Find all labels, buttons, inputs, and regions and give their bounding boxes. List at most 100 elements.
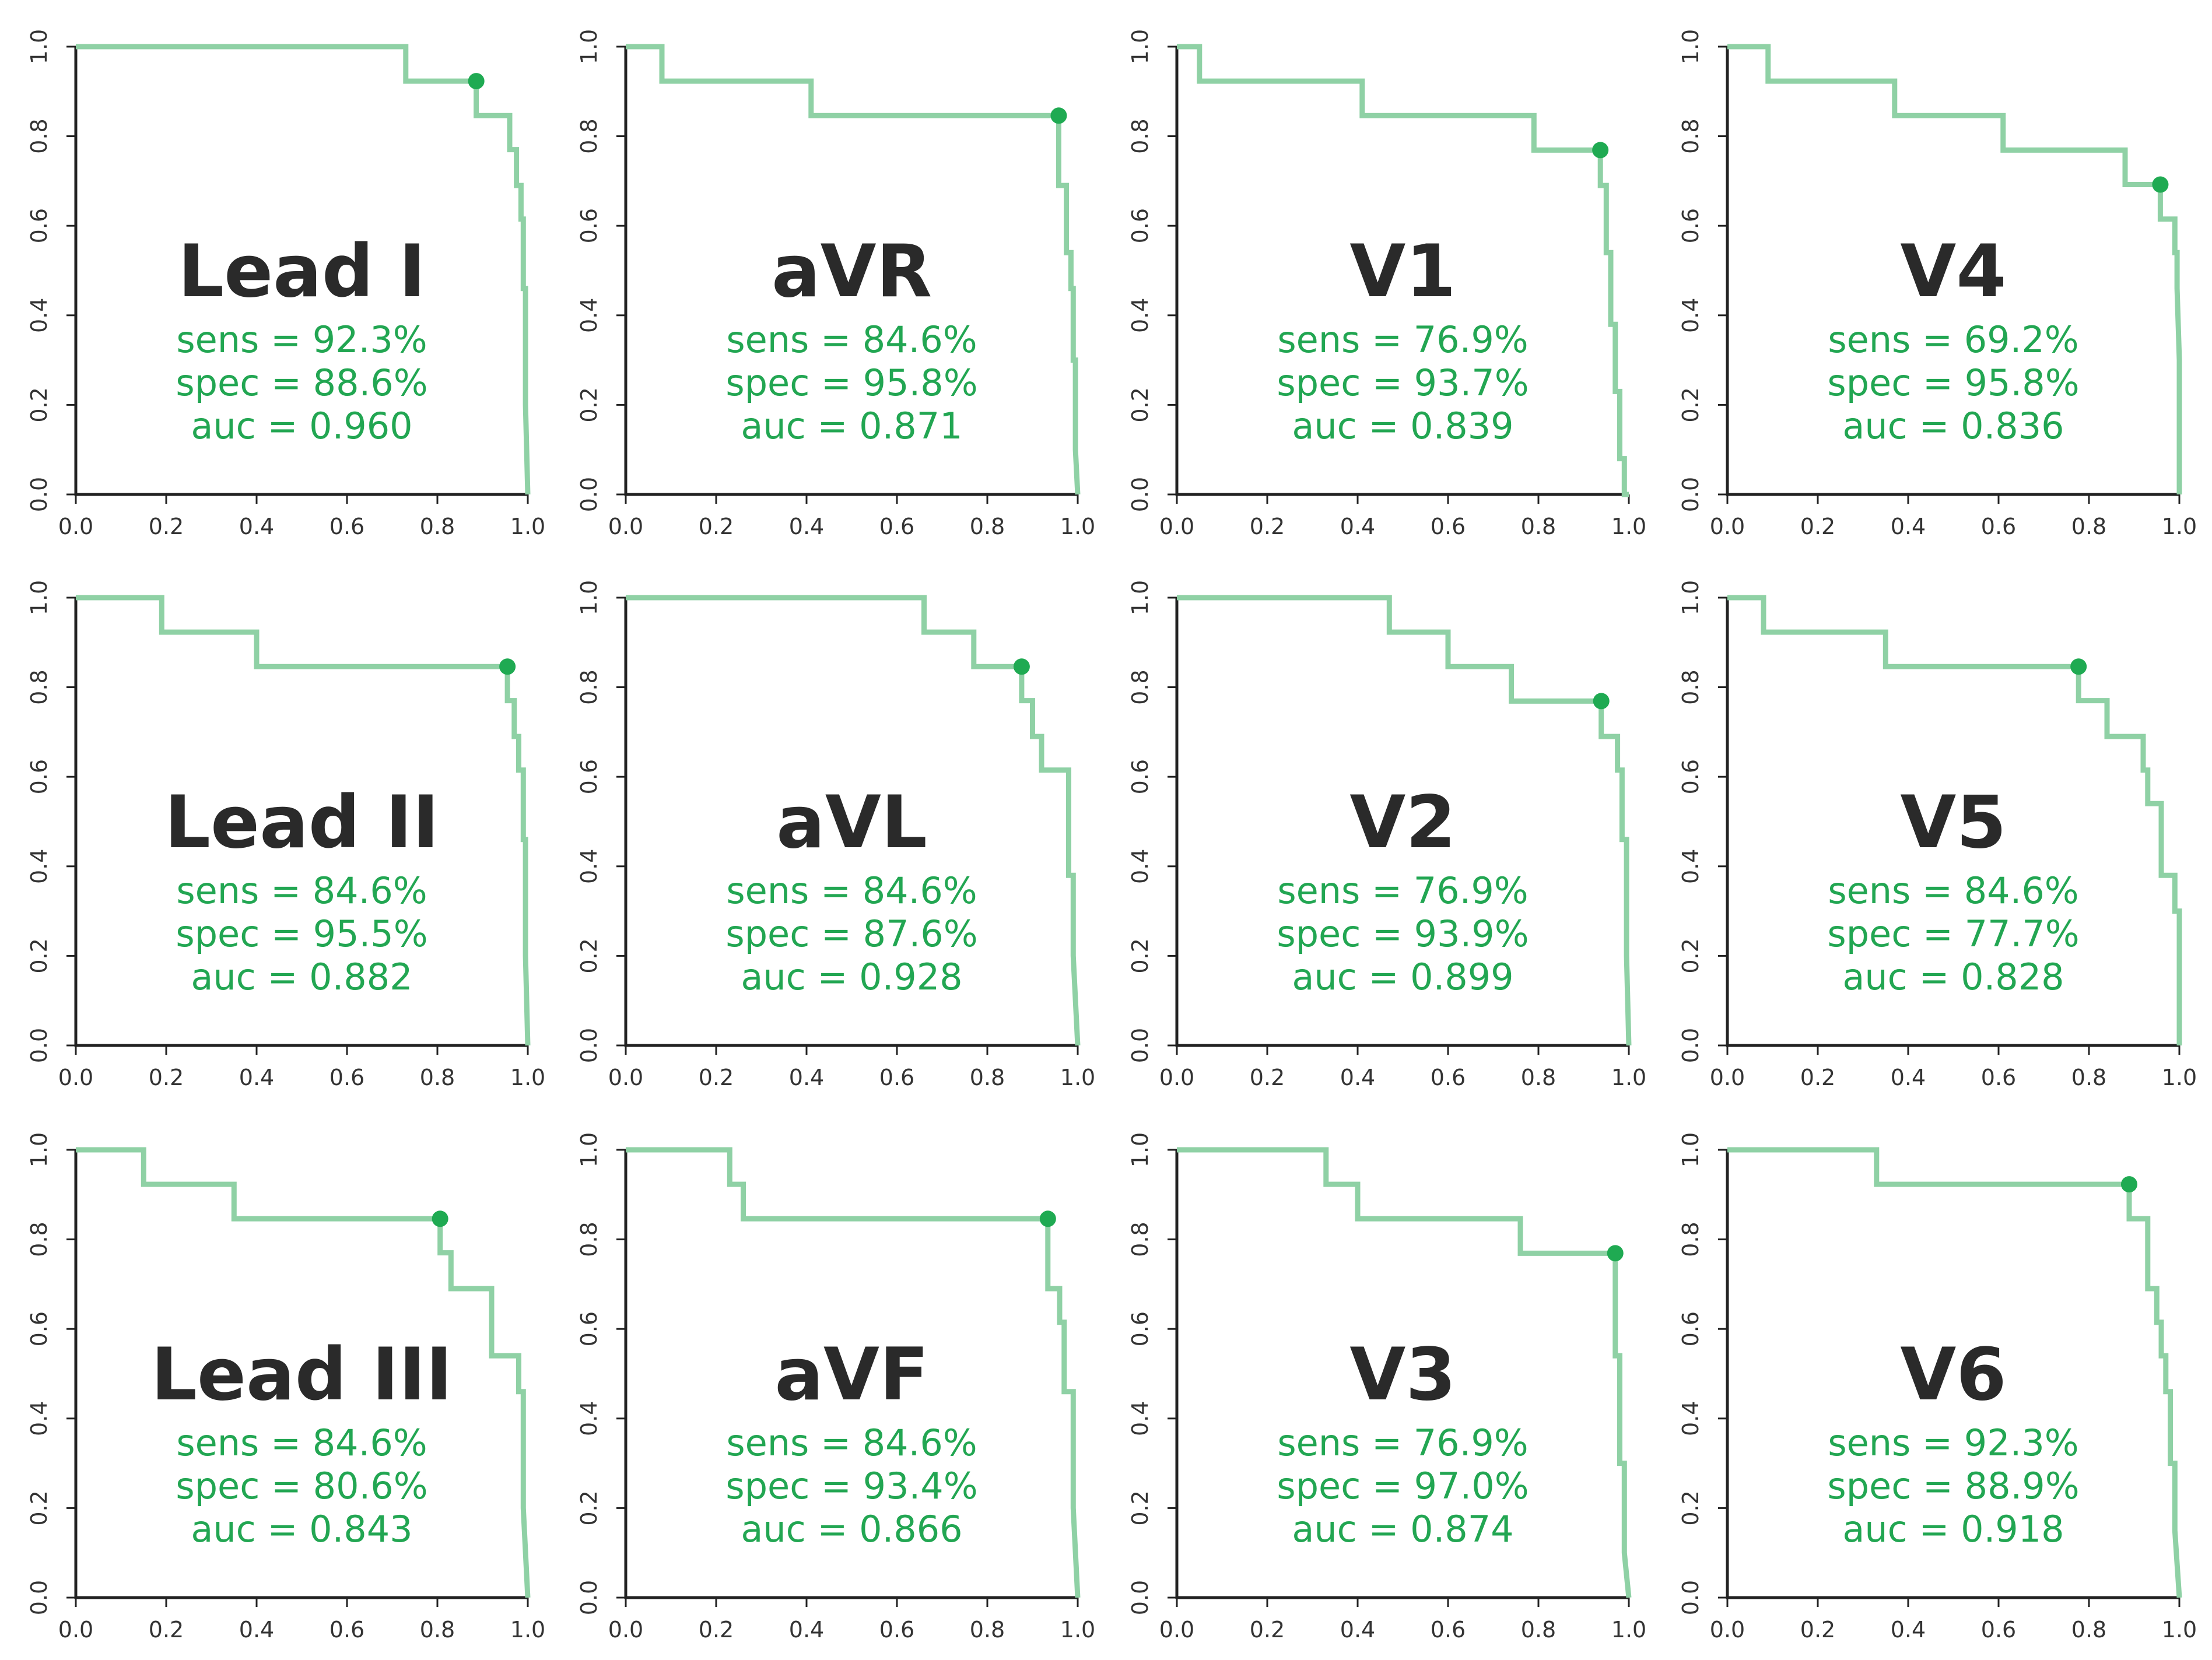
x-tick-label: 0.8: [970, 1065, 1005, 1090]
roc-curve-line: [1727, 44, 2182, 494]
x-tick-label: 0.0: [58, 1617, 93, 1643]
x-tick-label: 1.0: [1060, 1617, 1095, 1643]
x-tick-label: 0.2: [699, 1065, 734, 1090]
sens-label: sens = 84.6%: [726, 869, 977, 912]
panel-title: aVR: [772, 230, 932, 314]
x-tick-label: 0.4: [239, 1065, 274, 1090]
optimal-point-marker: [2070, 658, 2087, 675]
x-tick-label: 0.6: [329, 1065, 364, 1090]
y-tick-label: 0.0: [26, 1580, 52, 1615]
auc-label: auc = 0.882: [191, 956, 412, 998]
x-tick-label: 0.8: [970, 1617, 1005, 1643]
auc-label: auc = 0.828: [1842, 956, 2064, 998]
y-tick-label: 1.0: [1127, 580, 1153, 615]
optimal-point-marker: [499, 658, 516, 675]
y-tick-label: 0.0: [1127, 477, 1153, 512]
y-tick-label: 0.4: [26, 298, 52, 333]
panel-title: V6: [1900, 1333, 2006, 1417]
spec-label: spec = 93.4%: [725, 1465, 977, 1507]
roc-curve-line: [1727, 595, 2182, 1045]
auc-label: auc = 0.866: [741, 1508, 962, 1550]
y-tick-label: 1.0: [26, 29, 52, 64]
roc-curve-line: [626, 44, 1081, 495]
y-tick-label: 0.8: [1678, 669, 1703, 704]
y-tick-label: 0.8: [1127, 1222, 1153, 1257]
y-tick-label: 0.2: [26, 1490, 52, 1525]
x-tick-label: 0.0: [1159, 1065, 1194, 1090]
x-tick-label: 0.4: [1340, 514, 1375, 539]
y-tick-label: 0.8: [26, 1222, 52, 1257]
spec-label: spec = 77.7%: [1827, 913, 2079, 955]
auc-label: auc = 0.899: [1292, 956, 1513, 998]
y-tick-label: 0.6: [1678, 759, 1703, 794]
roc-panel-avr: 0.0 0.2 0.4 0.6 0.8 1.00.00.20.40.60.81.0aVRs…: [576, 29, 1095, 539]
x-tick-label: 0.6: [879, 514, 914, 539]
x-tick-label: 0.6: [329, 1617, 364, 1643]
x-tick-label: 0.4: [1340, 1617, 1375, 1643]
x-tick-label: 0.0: [608, 1065, 643, 1090]
y-tick-label: 0.6: [26, 759, 52, 794]
panel-title: V5: [1900, 781, 2006, 865]
roc-curve-line: [1177, 44, 1629, 497]
roc-curve-line: [1727, 1147, 2182, 1598]
y-tick-label: 1.0: [576, 29, 602, 64]
y-tick-label: 0.4: [576, 1401, 602, 1436]
roc-curve-line: [626, 1147, 1081, 1598]
optimal-point-marker: [432, 1210, 448, 1227]
y-tick-label: 0.2: [26, 938, 52, 973]
y-tick-label: 0.4: [1678, 298, 1703, 333]
auc-label: auc = 0.836: [1842, 405, 2064, 447]
x-tick-label: 0.2: [1250, 514, 1285, 539]
panel-title: aVL: [776, 781, 927, 865]
auc-label: auc = 0.839: [1292, 405, 1513, 447]
y-tick-label: 0.4: [1678, 849, 1703, 884]
panel-title: Lead III: [151, 1333, 453, 1417]
x-tick-label: 0.0: [1710, 1065, 1745, 1090]
y-tick-label: 0.4: [26, 1401, 52, 1436]
x-tick-label: 0.4: [1340, 1065, 1375, 1090]
y-tick-label: 0.2: [1678, 387, 1703, 422]
x-tick-label: 0.6: [1981, 1617, 2016, 1643]
x-tick-label: 0.2: [1800, 1617, 1835, 1643]
roc-panel-lead-i: 0.0 0.2 0.4 0.6 0.8 1.0 0.0 0.2 0.4 0.6 0.8 1.0 Lead…: [26, 29, 545, 539]
optimal-point-marker: [1592, 142, 1609, 159]
sens-label: sens = 84.6%: [726, 318, 977, 361]
optimal-point-marker: [1039, 1210, 1056, 1227]
x-tick-label: 0.4: [789, 514, 824, 539]
y-tick-label: 0.4: [26, 849, 52, 884]
y-tick-label: 0.4: [1127, 298, 1153, 333]
spec-label: spec = 97.0%: [1277, 1465, 1529, 1507]
x-tick-label: 0.8: [2071, 1617, 2106, 1643]
auc-label: auc = 0.843: [191, 1508, 412, 1550]
roc-curve-line: [1177, 595, 1632, 1046]
y-tick-label: 0.4: [576, 298, 602, 333]
optimal-point-marker: [2152, 176, 2169, 193]
optimal-point-marker: [1013, 658, 1030, 675]
y-tick-label: 0.4: [1127, 1401, 1153, 1436]
spec-label: spec = 88.9%: [1827, 1465, 2079, 1507]
x-tick-label: 0.0: [58, 514, 93, 539]
x-tick-label: 0.2: [699, 1617, 734, 1643]
x-tick-label: 0.0: [58, 1065, 93, 1090]
auc-label: auc = 0.960: [191, 405, 412, 447]
x-tick-label: 0.2: [149, 1065, 184, 1090]
y-tick-label: 0.8: [1678, 118, 1703, 153]
y-tick-label: 0.2: [1127, 1490, 1153, 1525]
spec-label: spec = 95.8%: [725, 362, 977, 404]
auc-label: auc = 0.918: [1842, 1508, 2064, 1550]
optimal-point-marker: [468, 73, 485, 90]
y-tick-label: 0.8: [576, 669, 602, 704]
sens-label: sens = 84.6%: [1828, 869, 2078, 912]
optimal-point-marker: [1593, 693, 1610, 710]
y-tick-label: 1.0: [1678, 1132, 1703, 1167]
y-tick-label: 0.4: [1678, 1401, 1703, 1436]
optimal-point-marker: [1050, 107, 1067, 124]
sens-label: sens = 84.6%: [176, 1422, 427, 1464]
x-tick-label: 0.0: [1159, 514, 1194, 539]
y-tick-label: 0.0: [576, 477, 602, 512]
x-tick-label: 0.2: [1800, 1065, 1835, 1090]
y-tick-label: 0.6: [1678, 1311, 1703, 1346]
x-tick-label: 0.2: [1250, 1617, 1285, 1643]
x-tick-label: 0.0: [1159, 1617, 1194, 1643]
x-tick-label: 1.0: [2162, 1065, 2197, 1090]
